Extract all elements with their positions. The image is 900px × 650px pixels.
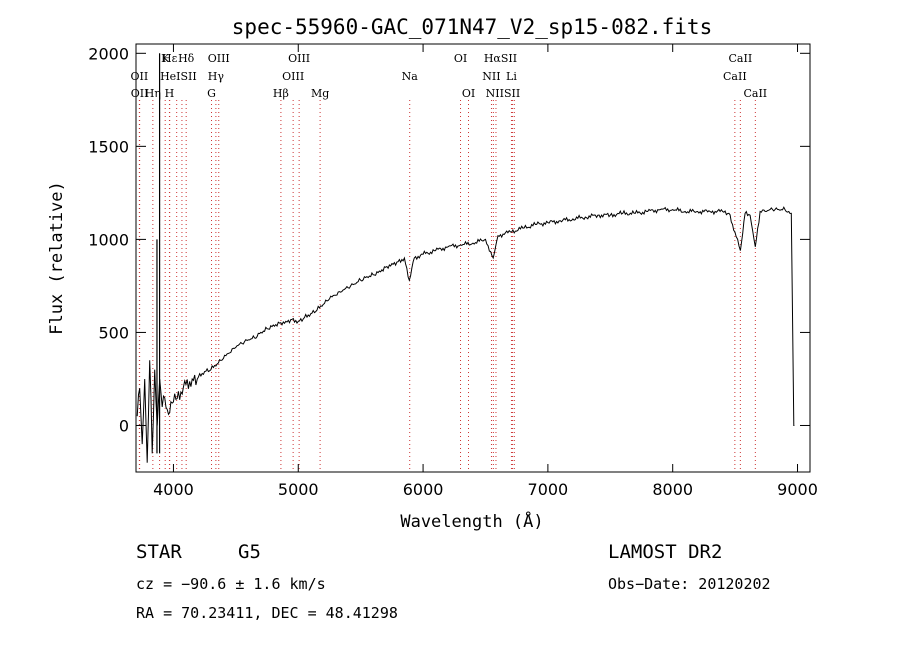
y-tick-label: 2000: [88, 44, 129, 63]
line-label: NII: [482, 70, 500, 83]
x-tick-label: 4000: [153, 480, 194, 499]
object-class: STAR: [136, 541, 182, 563]
line-label: OI: [462, 87, 475, 100]
x-axis: 4000 5000 6000 7000 8000 9000: [153, 44, 818, 499]
survey-name: LAMOST DR2: [608, 541, 723, 563]
line-label: Hε: [162, 52, 178, 65]
line-label: OII: [131, 70, 149, 83]
line-labels: HεK Hδ OIII OIII OI HαSII CaII OII HeISII Hγ OIII N…: [131, 52, 768, 100]
line-label: Li: [506, 70, 517, 83]
y-tick-label: 0: [119, 416, 129, 435]
line-label: OIII: [288, 52, 310, 65]
line-label: G: [207, 87, 216, 100]
line-label: OI: [454, 52, 467, 65]
line-label: HαSII: [484, 52, 517, 65]
line-label: Hγ: [208, 70, 225, 83]
line-label: OIII: [208, 52, 230, 65]
spectrum-line: [136, 206, 795, 463]
x-tick-label: 8000: [652, 480, 693, 499]
velocity: cz = −90.6 ± 1.6 km/s: [136, 575, 326, 593]
line-label: CaII: [743, 87, 767, 100]
coordinates: RA = 70.23411, DEC = 48.41298: [136, 604, 398, 622]
line-label: H: [165, 87, 175, 100]
line-label: OII: [131, 87, 149, 100]
line-label: Hη: [145, 87, 161, 100]
x-axis-label: Wavelength (Å): [400, 510, 543, 532]
y-axis-label: Flux (relative): [47, 181, 67, 335]
y-tick-label: 1500: [88, 137, 129, 156]
y-tick-label: 500: [98, 323, 129, 342]
line-label: K: [161, 52, 170, 65]
x-tick-label: 9000: [777, 480, 818, 499]
line-markers: [138, 100, 756, 472]
line-label: Na: [402, 70, 419, 83]
x-tick-label: 7000: [528, 480, 569, 499]
line-label: Hδ: [178, 52, 195, 65]
y-axis: 0 500 1000 1500 2000: [88, 44, 810, 435]
x-tick-label: 6000: [403, 480, 444, 499]
line-label: NIISII: [486, 87, 521, 100]
line-label: CaII: [723, 70, 747, 83]
line-label: Mg: [311, 87, 329, 100]
chart-title: spec-55960-GAC_071N47_V2_sp15-082.fits: [232, 15, 712, 39]
y-tick-label: 1000: [88, 230, 129, 249]
plot-frame: [135, 43, 811, 473]
line-label: CaII: [729, 52, 753, 65]
line-label: OIII: [282, 70, 304, 83]
obs-date: Obs−Date: 20120202: [608, 575, 771, 593]
spectrum-series: [136, 53, 795, 463]
line-label: HeISII: [160, 70, 197, 83]
line-label: Hβ: [273, 87, 289, 100]
x-tick-label: 5000: [278, 480, 319, 499]
subclass: G5: [238, 541, 261, 563]
